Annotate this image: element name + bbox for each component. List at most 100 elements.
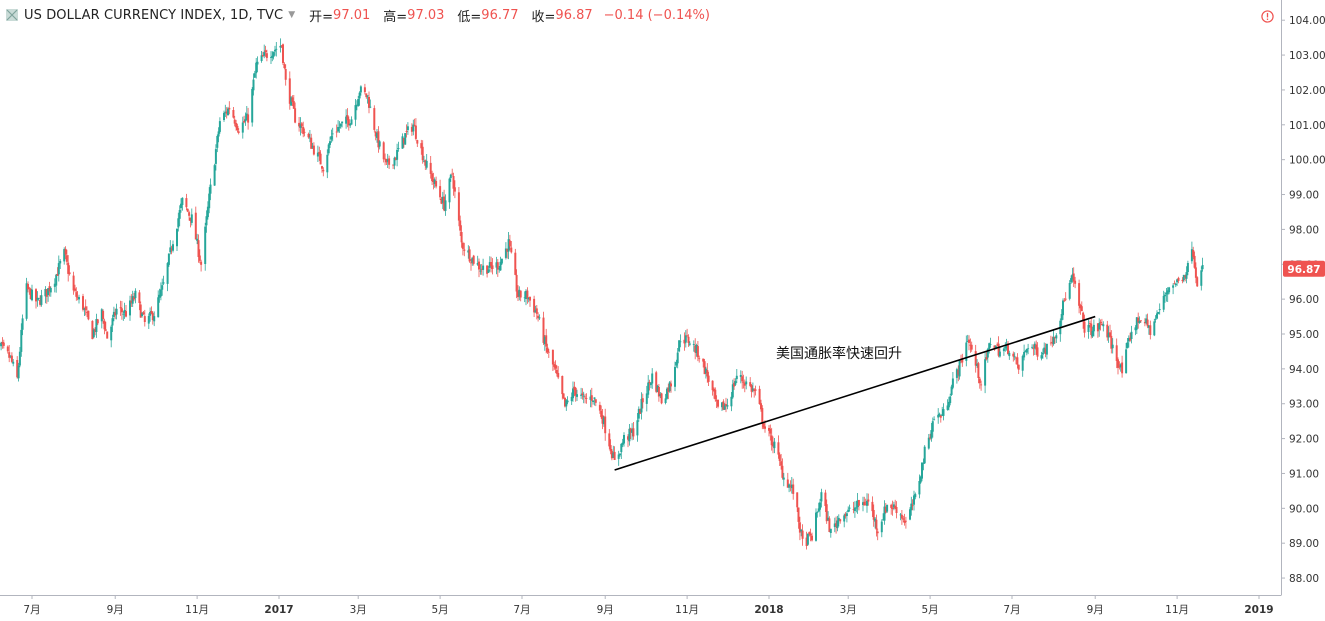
candle-body bbox=[47, 288, 50, 296]
candle-body bbox=[555, 369, 558, 374]
candle-body bbox=[637, 408, 640, 419]
y-tick-label: 101.00 bbox=[1289, 120, 1325, 132]
y-tick-label: 102.00 bbox=[1289, 85, 1325, 97]
candle-body bbox=[141, 313, 144, 316]
candle-body bbox=[1007, 343, 1009, 354]
candle-body bbox=[270, 57, 272, 58]
candle-body bbox=[44, 289, 47, 297]
candle-body bbox=[931, 421, 934, 432]
candle-body bbox=[566, 400, 569, 403]
time-axis[interactable]: 7月 9月 11月 2017 3月 5月 7月 9月 11月 2018 3月 5月 7月 9月 11月 201… bbox=[23, 595, 1274, 616]
candle-body bbox=[498, 268, 501, 270]
candle-body bbox=[72, 275, 75, 291]
candle-body bbox=[338, 127, 341, 128]
candle-body bbox=[769, 429, 772, 434]
candle-body bbox=[365, 93, 368, 98]
candle-body bbox=[1082, 312, 1085, 322]
candle-body bbox=[533, 298, 536, 313]
candle-body bbox=[631, 429, 634, 433]
candle-body bbox=[678, 340, 681, 352]
candle-body bbox=[518, 289, 521, 297]
x-tick-label: 2019 bbox=[1244, 604, 1273, 616]
candle-body bbox=[260, 55, 263, 61]
candle-body bbox=[45, 289, 48, 297]
candle-body bbox=[1041, 352, 1044, 355]
candle-body bbox=[204, 226, 207, 264]
candle-body bbox=[506, 249, 509, 252]
candle-body bbox=[425, 160, 428, 168]
candle-body bbox=[604, 416, 607, 434]
candle-body bbox=[110, 326, 113, 341]
candle-body bbox=[600, 410, 603, 418]
candle-body bbox=[1119, 364, 1122, 368]
candle-body bbox=[703, 361, 706, 375]
low-label: 低= bbox=[457, 9, 482, 25]
candle-body bbox=[1121, 362, 1124, 374]
candle-body bbox=[1168, 287, 1171, 293]
candle-body bbox=[986, 349, 989, 358]
candle-body bbox=[1004, 346, 1007, 349]
candle-body bbox=[639, 409, 642, 414]
candle-body bbox=[534, 310, 537, 313]
candle-body bbox=[346, 115, 349, 121]
candle-body bbox=[190, 214, 193, 223]
candle-body bbox=[27, 283, 29, 290]
candle-body bbox=[261, 55, 264, 57]
chart-annotation[interactable]: 美国通胀率快速回升 bbox=[776, 346, 902, 362]
candle-body bbox=[1083, 321, 1086, 333]
candle-body bbox=[318, 151, 321, 155]
candle-body bbox=[546, 347, 549, 353]
symbol-square-icon[interactable] bbox=[6, 9, 18, 21]
candle-body bbox=[684, 335, 687, 343]
candle-body bbox=[9, 355, 12, 357]
candle-body bbox=[1130, 331, 1133, 339]
candle-body bbox=[1176, 279, 1179, 283]
candle-body bbox=[913, 495, 915, 505]
candle-body bbox=[525, 290, 527, 299]
candle-body bbox=[1129, 337, 1132, 341]
candle-body bbox=[1125, 349, 1128, 374]
x-tick-label: 7月 bbox=[513, 604, 530, 616]
candle-body bbox=[714, 389, 717, 400]
candle-body bbox=[133, 297, 135, 300]
candle-body bbox=[271, 55, 274, 58]
candle-body bbox=[283, 64, 286, 69]
candle-body bbox=[1099, 321, 1102, 323]
candle-body bbox=[515, 274, 518, 292]
candle-body bbox=[523, 297, 526, 299]
candle-body bbox=[1201, 265, 1204, 270]
candle-body bbox=[460, 232, 463, 243]
candle-body bbox=[1005, 344, 1008, 349]
candle-body bbox=[741, 376, 744, 382]
x-tick-label: 9月 bbox=[597, 604, 614, 616]
candle-body bbox=[978, 378, 981, 384]
candle-body bbox=[130, 300, 133, 303]
candle-body bbox=[538, 317, 541, 319]
symbol-title[interactable]: US DOLLAR CURRENCY INDEX, 1D, TVC bbox=[24, 7, 284, 23]
candle-body bbox=[205, 216, 208, 226]
candle-body bbox=[715, 400, 718, 401]
candle-body bbox=[106, 331, 109, 339]
candle-body bbox=[761, 408, 764, 423]
candle-body bbox=[265, 53, 268, 58]
candle-body bbox=[848, 507, 851, 509]
candle-body bbox=[1012, 353, 1015, 357]
candle-body bbox=[629, 428, 632, 432]
candle-body bbox=[1096, 323, 1099, 332]
candle-body bbox=[341, 121, 344, 124]
candle-body bbox=[585, 398, 588, 399]
candle-body bbox=[527, 298, 530, 300]
candle-body bbox=[255, 62, 258, 74]
candle-body bbox=[76, 296, 79, 298]
candle-body bbox=[83, 308, 86, 310]
price-axis[interactable]: 104.00 103.00 102.00 101.00 100.00 99.00 98.00… bbox=[1281, 15, 1325, 585]
candle-body bbox=[82, 296, 84, 310]
alert-circle-icon[interactable] bbox=[1261, 10, 1274, 23]
caret-down-icon[interactable]: ▼ bbox=[288, 10, 296, 20]
trendline[interactable] bbox=[614, 315, 1096, 471]
close-label: 收= bbox=[531, 9, 556, 25]
candle-body bbox=[543, 337, 546, 345]
candle-body bbox=[189, 217, 192, 221]
candle-body bbox=[989, 344, 992, 345]
